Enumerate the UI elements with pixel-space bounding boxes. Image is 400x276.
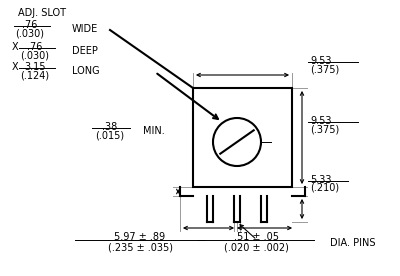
Text: 3.15: 3.15 [24,62,46,72]
Text: (.210): (.210) [310,183,339,193]
Text: 5.33: 5.33 [310,175,332,185]
Text: (.030): (.030) [20,50,50,60]
Text: LONG: LONG [72,66,100,76]
Text: (.235 ± .035): (.235 ± .035) [108,243,172,253]
Text: DEEP: DEEP [72,46,98,56]
Text: (.375): (.375) [310,64,339,74]
Text: .51 ± .05: .51 ± .05 [234,232,278,242]
Text: X: X [12,42,19,52]
Text: (.015): (.015) [96,130,124,140]
Text: X: X [12,62,19,72]
Text: (.030): (.030) [16,28,44,38]
Text: DIA. PINS: DIA. PINS [330,238,376,248]
Text: 5.97 ± .89: 5.97 ± .89 [114,232,166,242]
Text: 9.53: 9.53 [310,56,332,66]
Text: 9.53: 9.53 [310,116,332,126]
Text: .76: .76 [22,20,38,30]
Text: (.124): (.124) [20,70,50,80]
Text: .76: .76 [27,42,43,52]
Text: (.020 ± .002): (.020 ± .002) [224,243,288,253]
Text: WIDE: WIDE [72,24,98,34]
Text: MIN.: MIN. [143,126,165,136]
Text: ADJ. SLOT: ADJ. SLOT [18,8,66,18]
Text: .38: .38 [102,122,118,132]
Circle shape [213,118,261,166]
Text: (.375): (.375) [310,124,339,134]
Bar [193,88,292,187]
